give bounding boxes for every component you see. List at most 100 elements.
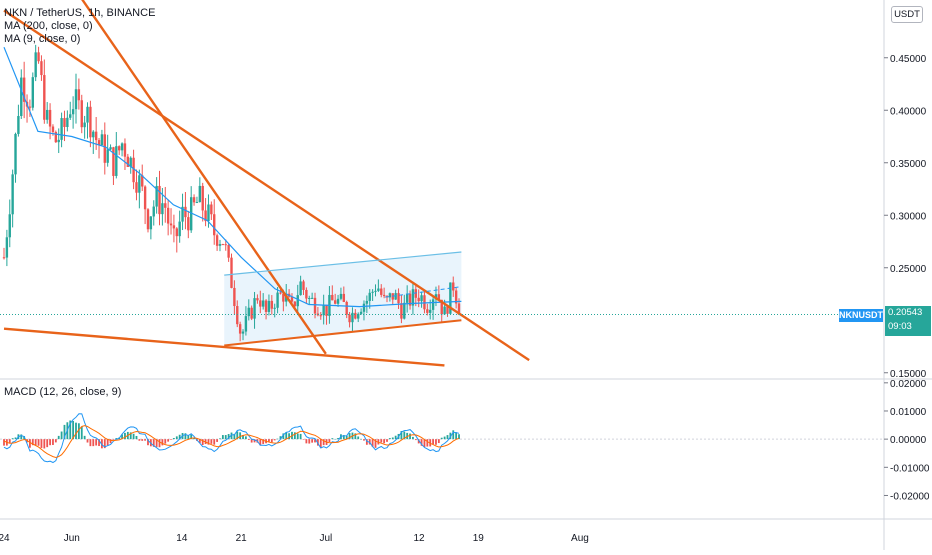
macd-axis-label: -0.01000 xyxy=(890,463,930,474)
macd-histogram-bar xyxy=(311,439,314,443)
macd-histogram-bar xyxy=(391,437,394,440)
candle-body xyxy=(351,312,354,323)
bar-countdown: 09:03 xyxy=(888,321,912,332)
macd-histogram-bar xyxy=(101,439,103,449)
candle-body xyxy=(77,89,81,101)
macd-histogram-bar xyxy=(245,436,247,440)
candle-body xyxy=(339,293,343,299)
falling-trendline-upper xyxy=(3,9,530,362)
macd-histogram-bar xyxy=(253,439,256,443)
macd-histogram-bar xyxy=(446,435,449,440)
candle-body xyxy=(411,289,415,306)
macd-histogram-bar xyxy=(443,436,446,440)
macd-title[interactable]: MACD (12, 26, close, 9) xyxy=(4,386,122,398)
candle-body xyxy=(166,207,170,224)
candle-body xyxy=(112,147,115,176)
macd-histogram-bar xyxy=(406,432,409,440)
candle-body xyxy=(198,185,202,203)
ma9-legend[interactable]: MA (9, close, 0) xyxy=(4,33,81,45)
macd-histogram-bar xyxy=(334,438,337,440)
candle-body xyxy=(28,106,32,108)
candle-body xyxy=(325,304,328,316)
candle-body xyxy=(204,210,207,222)
candle-body xyxy=(192,197,196,203)
macd-histogram-bar xyxy=(34,439,37,446)
candle-body xyxy=(152,206,155,217)
time-axis-label: Jul xyxy=(319,533,332,544)
symbol-title[interactable]: NKN / TetherUS, 1h, BINANCE xyxy=(4,7,156,19)
macd-histogram-bar xyxy=(230,432,233,440)
candle-body xyxy=(94,131,98,141)
macd-histogram-bar xyxy=(40,439,43,448)
candle-body xyxy=(51,126,55,132)
macd-histogram-bar xyxy=(115,438,118,440)
candle-body xyxy=(380,288,383,295)
price-axis-label: 0.15000 xyxy=(890,369,927,380)
time-axis-label: 24 xyxy=(0,533,10,544)
support-line-lower xyxy=(3,327,445,367)
macd-histogram-bar xyxy=(239,432,242,440)
ma200-legend[interactable]: MA (200, close, 0) xyxy=(4,20,93,32)
candle-body xyxy=(86,106,89,123)
candle-body xyxy=(342,293,346,302)
candle-body xyxy=(169,223,173,226)
candle-body xyxy=(115,146,118,176)
macd-histogram-bar xyxy=(345,435,348,440)
macd-histogram-bar xyxy=(77,423,80,440)
macd-histogram-bar xyxy=(273,439,276,441)
macd-histogram-bar xyxy=(319,439,322,448)
candle-body xyxy=(388,293,392,298)
candle-body xyxy=(362,303,366,312)
candle-body xyxy=(132,157,135,183)
macd-histogram-bar xyxy=(75,422,77,440)
time-axis-label: 19 xyxy=(473,533,485,544)
macd-histogram-bar xyxy=(247,439,250,440)
macd-histogram-bar xyxy=(331,438,334,440)
candle-body xyxy=(143,186,147,210)
candle-body xyxy=(437,294,441,300)
candle-body xyxy=(308,298,311,300)
macd-histogram-bar xyxy=(426,439,429,447)
macd-histogram-bar xyxy=(221,435,224,440)
macd-histogram-bar xyxy=(386,439,388,442)
candle-body xyxy=(60,118,63,140)
macd-histogram-bar xyxy=(270,439,273,443)
macd-histogram-bar xyxy=(305,439,308,444)
macd-histogram-bar xyxy=(109,439,112,444)
candle-body xyxy=(247,307,250,317)
candle-body xyxy=(20,77,23,117)
time-axis-label: 21 xyxy=(236,533,248,544)
candle-body xyxy=(382,294,386,297)
candle-body xyxy=(236,306,239,325)
candle-body xyxy=(117,146,121,151)
macd-line xyxy=(3,413,460,464)
candle-body xyxy=(135,182,138,193)
macd-histogram-bar xyxy=(11,438,14,440)
macd-histogram-bar xyxy=(167,439,170,442)
macd-histogram-bar xyxy=(288,433,291,440)
macd-histogram-bar xyxy=(89,439,92,447)
macd-histogram-bar xyxy=(377,439,380,445)
macd-histogram-bar xyxy=(268,439,270,442)
macd-histogram-bar xyxy=(420,439,423,446)
macd-histogram-bar xyxy=(178,434,181,440)
macd-histogram-bar xyxy=(20,434,23,440)
candle-body xyxy=(34,52,37,78)
macd-histogram-bar xyxy=(210,439,213,444)
candle-body xyxy=(259,300,262,307)
macd-histogram-bar xyxy=(449,432,452,440)
macd-histogram-bar xyxy=(144,439,147,441)
macd-histogram-bar xyxy=(455,432,458,440)
macd-histogram-bar xyxy=(43,439,46,449)
macd-histogram-bar xyxy=(227,434,230,440)
macd-axis-label: 0.00000 xyxy=(890,435,927,446)
candle-body xyxy=(43,75,46,120)
macd-histogram-bar xyxy=(83,435,86,440)
candle-body xyxy=(83,122,86,128)
currency-button[interactable]: USDT xyxy=(891,6,923,23)
candle-body xyxy=(253,298,256,319)
macd-histogram-bar xyxy=(383,439,386,444)
macd-histogram-bar xyxy=(293,432,296,440)
